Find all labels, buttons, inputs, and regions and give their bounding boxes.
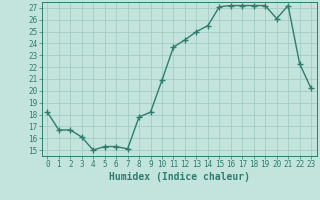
X-axis label: Humidex (Indice chaleur): Humidex (Indice chaleur) bbox=[109, 172, 250, 182]
